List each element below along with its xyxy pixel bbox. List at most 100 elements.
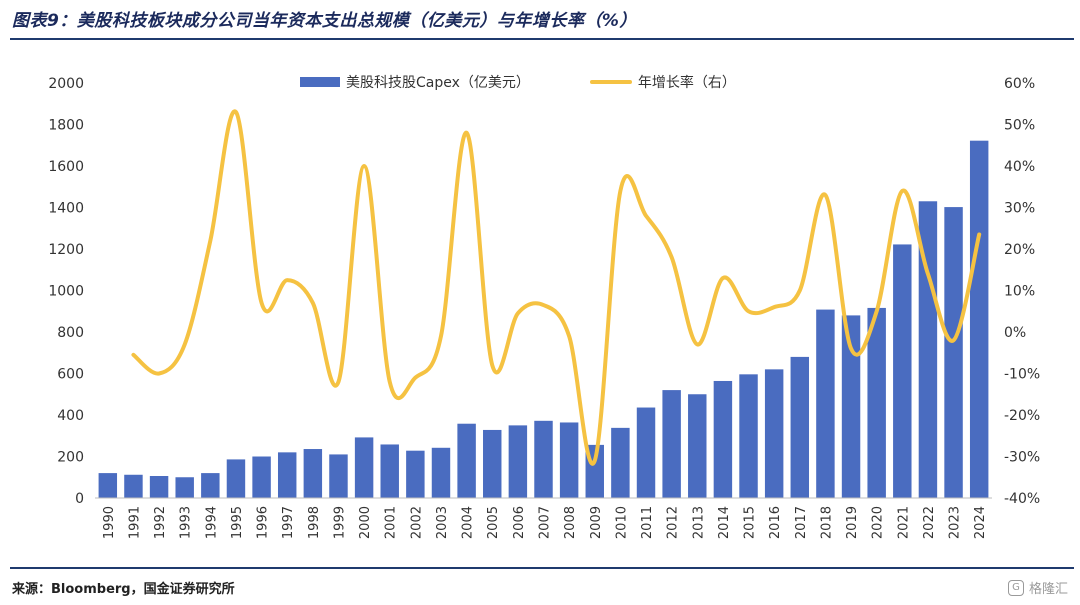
bar-1990 — [98, 473, 118, 498]
bar-1994 — [201, 473, 220, 498]
bar-2016 — [764, 369, 784, 498]
y-right-tick-label: -30% — [1004, 450, 1040, 466]
y-right-tick-label: 0% — [1004, 325, 1026, 341]
x-tick-label: 2001 — [384, 506, 399, 539]
bar-1991 — [124, 474, 143, 498]
chart-legend: 美股科技股Capex（亿美元） 年增长率（右） — [300, 72, 796, 92]
x-tick-label: 2006 — [512, 506, 527, 539]
y-right-tick-label: 50% — [1004, 118, 1035, 134]
growth-rate-line — [131, 109, 982, 466]
x-tick-label: 1994 — [204, 506, 219, 539]
x-tick-label: 1996 — [256, 506, 271, 539]
chart-canvas: 0 200 400 600 800 1000 1200 1400 1600 1800 2000 -40… — [48, 76, 1040, 539]
y-left-tick-label: 400 — [57, 408, 84, 424]
x-tick-label: 1995 — [230, 506, 245, 539]
x-tick-label: 2016 — [768, 506, 783, 539]
x-tick-label: 2011 — [640, 506, 655, 539]
bar-2022 — [918, 201, 938, 498]
legend-label-growth: 年增长率（右） — [637, 75, 736, 91]
x-tick-label: 2021 — [896, 506, 911, 539]
bar-2011 — [636, 407, 656, 498]
x-tick-label: 2017 — [794, 506, 809, 539]
bar-2008 — [559, 422, 579, 498]
x-tick-label: 2012 — [666, 506, 681, 539]
y-right-tick-label: 20% — [1004, 242, 1035, 258]
x-tick-label: 2019 — [845, 506, 860, 539]
bar-1993 — [175, 477, 194, 498]
bar-2004 — [457, 423, 476, 498]
bar-2020 — [867, 307, 886, 498]
y-left-tick-label: 0 — [75, 491, 84, 507]
y-left-tick-label: 1400 — [48, 201, 84, 217]
watermark-text: 格隆汇 — [1028, 582, 1068, 597]
x-tick-label: 2005 — [486, 506, 501, 539]
y-left-tick-label: 800 — [57, 325, 84, 341]
bar-2007 — [534, 420, 553, 498]
bottom-divider — [10, 567, 1074, 569]
x-tick-label: 2000 — [358, 506, 373, 539]
bar-2017 — [790, 356, 810, 498]
top-divider — [10, 38, 1074, 40]
x-tick-label: 2015 — [743, 506, 758, 539]
legend-item-growth: 年增长率（右） — [589, 72, 736, 92]
x-tick-label: 2010 — [614, 506, 629, 539]
y-left-tick-label: 1800 — [48, 118, 84, 134]
bar-2015 — [739, 374, 758, 498]
bar-2005 — [483, 429, 502, 498]
x-tick-label: 1991 — [127, 506, 142, 539]
x-tick-label: 1998 — [307, 506, 322, 539]
bar-2003 — [431, 447, 451, 498]
x-tick-label: 2020 — [871, 506, 886, 539]
y-left-tick-label: 600 — [57, 367, 84, 383]
x-tick-label: 2023 — [948, 506, 963, 539]
x-tick-label: 2004 — [461, 506, 476, 539]
y-right-tick-label: 10% — [1004, 284, 1035, 300]
legend-label-capex: 美股科技股Capex（亿美元） — [346, 75, 530, 91]
x-tick-label: 2002 — [409, 506, 424, 539]
legend-swatch-line — [589, 80, 632, 84]
x-tick-label: 2014 — [717, 506, 732, 539]
y-right-tick-label: -40% — [1004, 491, 1040, 507]
y-left-tick-label: 1600 — [48, 159, 84, 175]
x-tick-label: 2003 — [435, 506, 450, 539]
bar-1992 — [149, 476, 169, 498]
y-right-tick-label: 60% — [1004, 76, 1035, 92]
bar-1995 — [226, 459, 246, 498]
x-tick-label: 1997 — [281, 506, 296, 539]
legend-item-capex: 美股科技股Capex（亿美元） — [300, 72, 530, 92]
x-tick-label: 2022 — [922, 506, 937, 539]
bar-2024 — [969, 140, 989, 498]
bar-2014 — [713, 380, 733, 498]
y-left-tick-label: 200 — [57, 450, 84, 466]
watermark-logo-icon: G — [1007, 579, 1024, 596]
y-right-tick-label: -10% — [1004, 367, 1040, 383]
y-right-tick-label: 30% — [1004, 201, 1035, 217]
bar-1997 — [277, 452, 297, 498]
x-tick-label: 2007 — [538, 506, 553, 539]
x-tick-label: 2024 — [973, 506, 988, 539]
bar-1996 — [252, 456, 271, 498]
bar-2006 — [508, 425, 528, 498]
source-note: 来源：Bloomberg，国金证券研究所 — [12, 582, 235, 597]
bar-1998 — [303, 449, 323, 498]
bar-2002 — [406, 450, 425, 498]
y-right-tick-label: -20% — [1004, 408, 1040, 424]
chart-title: 图表9：美股科技板块成分公司当年资本支出总规模（亿美元）与年增长率（%） — [12, 11, 637, 31]
x-tick-label: 2009 — [589, 506, 604, 539]
bar-2001 — [380, 444, 399, 498]
legend-swatch-bar — [300, 77, 340, 87]
bar-2000 — [354, 437, 374, 498]
x-tick-label: 2018 — [819, 506, 834, 539]
x-tick-label: 2008 — [563, 506, 578, 539]
bar-2021 — [893, 244, 912, 498]
y-left-tick-label: 1000 — [48, 284, 84, 300]
x-tick-label: 1999 — [332, 506, 347, 539]
watermark: G 格隆汇 — [1007, 578, 1068, 597]
bar-2019 — [841, 315, 861, 498]
y-right-tick-label: 40% — [1004, 159, 1035, 175]
x-tick-label: 1990 — [102, 506, 117, 539]
bar-2010 — [611, 427, 630, 498]
x-tick-label: 1993 — [179, 506, 194, 539]
x-tick-label: 2013 — [691, 506, 706, 539]
bar-2012 — [662, 390, 681, 498]
